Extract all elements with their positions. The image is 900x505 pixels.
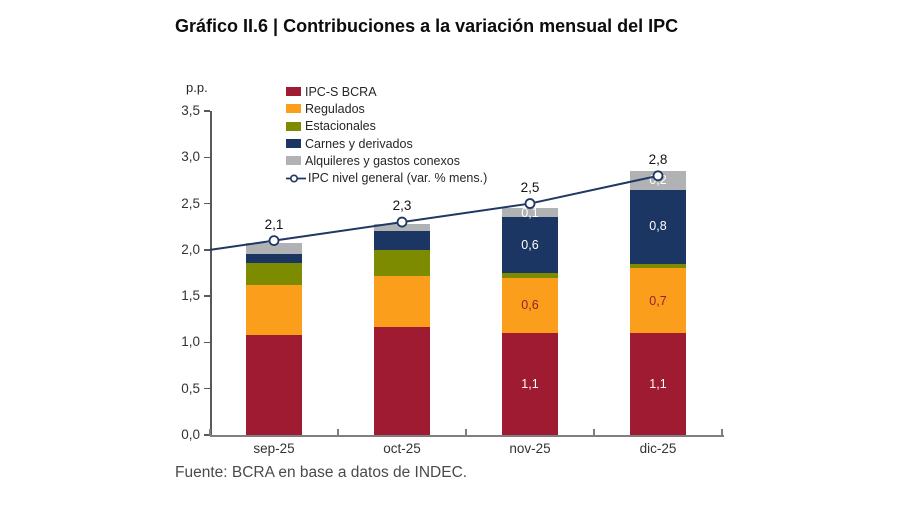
x-category-label: dic-25	[639, 441, 677, 456]
bar-segment-value-label: 1,1	[521, 376, 539, 391]
x-tick-mark	[209, 429, 211, 435]
bar-total-label: 2,3	[392, 198, 412, 214]
y-tick-mark	[204, 110, 210, 112]
bar-segment-orange: 0,7	[630, 268, 686, 334]
legend-item-label: Regulados	[305, 101, 365, 116]
y-tick-label: 3,5	[181, 103, 200, 118]
legend-item: Regulados	[286, 100, 487, 117]
legend-item-label: IPC nivel general (var. % mens.)	[308, 171, 488, 186]
y-axis-unit-label: p.p.	[186, 80, 208, 95]
y-tick-mark	[204, 249, 210, 251]
y-tick-mark	[204, 202, 210, 205]
legend-item: Alquileres y gastos conexos	[286, 152, 487, 169]
x-axis-line	[210, 435, 724, 437]
bar-segment-maroon	[374, 326, 430, 435]
legend-item: IPC-S BCRA	[286, 83, 487, 100]
y-tick-label: 2,0	[181, 241, 200, 257]
y-tick-mark	[204, 156, 210, 159]
legend-item-label: Carnes y derivados	[305, 136, 413, 151]
bar-segment-gray	[246, 243, 302, 254]
y-tick-label: 3,0	[181, 149, 200, 165]
bar-segment-value-label: 0,6	[521, 298, 539, 313]
bar-segment-navy	[374, 231, 430, 250]
y-tick-mark	[204, 434, 210, 436]
bar-segment-olive	[630, 263, 686, 269]
y-tick-label: 0,5	[181, 380, 200, 396]
source-note: Fuente: BCRA en base a datos de INDEC.	[175, 464, 468, 481]
y-tick-label: 2,5	[181, 195, 200, 211]
x-tick-mark	[337, 429, 339, 435]
bar-segment-value-label: 0,1	[521, 205, 539, 220]
legend-color-swatch-icon	[286, 121, 301, 131]
bar-segment-value-label: 0,6	[521, 237, 539, 252]
y-axis-line	[210, 111, 212, 435]
bar-segment-value-label: 1,1	[649, 376, 667, 391]
x-category-label: sep-25	[253, 441, 295, 456]
legend-line-marker-icon	[286, 174, 306, 183]
bar-segment-orange	[246, 285, 302, 336]
legend-item-label: Estacionales	[305, 119, 376, 134]
bar-segment-olive	[246, 262, 302, 286]
legend-item-label: Alquileres y gastos conexos	[305, 153, 460, 168]
bar-segment-orange	[374, 275, 430, 327]
bar-segment-gray	[374, 223, 430, 232]
bar-segment-navy: 0,6	[502, 217, 558, 273]
chart-legend: IPC-S BCRA Regulados Estacionales Carnes y …	[286, 83, 487, 187]
bar-segment-gray: 0,1	[502, 205, 558, 220]
bar-segment-olive	[374, 249, 430, 276]
bar-total-label: 2,5	[520, 179, 540, 195]
line-marker	[396, 216, 408, 228]
y-tick-label: 1,5	[181, 288, 200, 304]
bar-segment-value-label: 0,8	[649, 219, 667, 234]
bar-segment-value-label: 0,7	[649, 293, 667, 308]
bar-segment-maroon: 1,1	[502, 333, 558, 435]
legend-item: Estacionales	[286, 118, 487, 135]
legend-color-swatch-icon	[286, 156, 301, 166]
legend-item: Carnes y derivados	[286, 135, 487, 152]
x-tick-mark	[593, 429, 595, 435]
legend-item-line: IPC nivel general (var. % mens.)	[286, 169, 487, 186]
x-category-label: oct-25	[383, 441, 421, 456]
x-tick-mark	[465, 429, 467, 435]
line-marker	[524, 198, 536, 209]
y-tick-label: 0,0	[181, 427, 200, 442]
bar-segment-olive	[502, 273, 558, 278]
bar-segment-navy: 0,8	[630, 189, 686, 264]
bar-segment-navy	[246, 253, 302, 263]
legend-color-swatch-icon	[286, 139, 301, 149]
bar-total-label: 2,1	[264, 216, 284, 232]
y-tick-mark	[204, 341, 210, 344]
x-tick-mark	[721, 429, 723, 435]
bar-segment-maroon	[246, 335, 302, 435]
bar-segment-orange: 0,6	[502, 277, 558, 334]
y-tick-label: 1,0	[181, 334, 200, 350]
y-tick-mark	[204, 387, 210, 390]
y-tick-mark	[204, 295, 210, 297]
legend-color-swatch-icon	[286, 87, 301, 97]
chart-title: Gráfico II.6 | Contribuciones a la varia…	[175, 16, 679, 36]
legend-item-label: IPC-S BCRA	[305, 84, 377, 99]
bar-total-label: 2,8	[648, 151, 668, 167]
x-category-label: nov-25	[509, 441, 551, 456]
legend-color-swatch-icon	[286, 104, 301, 114]
line-marker	[268, 235, 280, 247]
line-marker	[652, 170, 664, 182]
bar-segment-maroon: 1,1	[630, 333, 686, 435]
